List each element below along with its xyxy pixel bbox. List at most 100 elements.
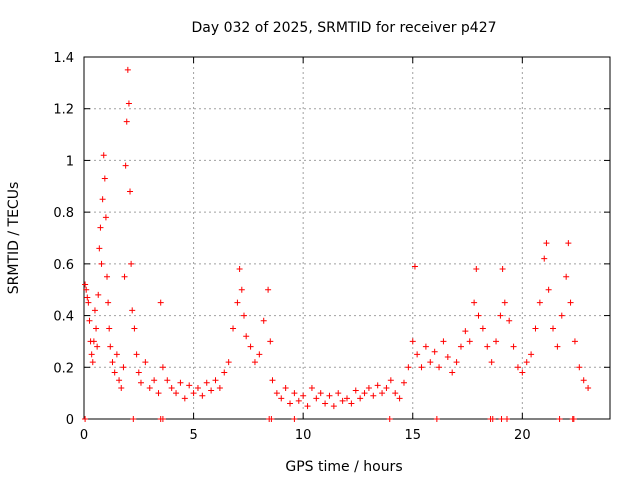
- data-point: [268, 416, 275, 422]
- data-point: [571, 338, 578, 345]
- data-point: [291, 416, 298, 422]
- data-point: [550, 325, 557, 332]
- data-point: [499, 266, 506, 273]
- data-point: [563, 273, 570, 280]
- data-point: [462, 328, 469, 335]
- data-point: [556, 416, 563, 422]
- data-point: [128, 260, 135, 267]
- data-point: [536, 299, 543, 306]
- data-point: [151, 377, 158, 384]
- data-point: [129, 307, 136, 314]
- data-point: [453, 359, 460, 366]
- plot-frame: [83, 56, 611, 420]
- data-point: [405, 364, 412, 371]
- data-point: [519, 369, 526, 376]
- data-point: [365, 384, 372, 391]
- y-tick-label: 0.6: [53, 258, 74, 273]
- x-tick-label: 10: [295, 428, 312, 443]
- data-point: [212, 377, 219, 384]
- data-point: [208, 387, 215, 394]
- data-point: [124, 66, 131, 73]
- data-point: [96, 245, 103, 252]
- data-point: [238, 286, 245, 293]
- data-point: [475, 312, 482, 319]
- data-point: [287, 400, 294, 407]
- data-point: [105, 299, 112, 306]
- data-point: [146, 384, 153, 391]
- data-point: [541, 255, 548, 262]
- y-tick-label: 0.4: [53, 310, 74, 325]
- data-point: [173, 390, 180, 397]
- data-point: [543, 240, 550, 247]
- data-point: [387, 377, 394, 384]
- data-point: [88, 351, 95, 358]
- data-point: [422, 343, 429, 350]
- y-tick-label: 1: [66, 154, 74, 169]
- data-point: [109, 359, 116, 366]
- data-point: [243, 333, 250, 340]
- data-point: [118, 384, 125, 391]
- data-point: [121, 273, 128, 280]
- data-point: [570, 416, 577, 422]
- data-point: [203, 379, 210, 386]
- data-point: [361, 390, 368, 397]
- data-point: [523, 359, 530, 366]
- data-point: [216, 384, 223, 391]
- data-point: [418, 364, 425, 371]
- data-point: [484, 343, 491, 350]
- data-point: [106, 325, 113, 332]
- y-tick-label: 0.2: [53, 361, 74, 376]
- data-point: [431, 348, 438, 355]
- data-point: [177, 379, 184, 386]
- axis-ticks: 0 5 10 15 20 0 0.2 0.4 0.6 0.8 1 1.2 1.4: [53, 51, 610, 443]
- data-point: [159, 416, 166, 422]
- data-point: [181, 395, 188, 402]
- data-point: [93, 325, 100, 332]
- data-point: [99, 196, 106, 203]
- data-point: [194, 384, 201, 391]
- data-point: [267, 338, 274, 345]
- data-point: [498, 416, 505, 422]
- data-point: [190, 390, 197, 397]
- data-point: [89, 359, 96, 366]
- data-point: [585, 384, 592, 391]
- x-axis-label: GPS time / hours: [285, 459, 402, 475]
- data-point: [256, 351, 263, 358]
- data-point: [159, 364, 166, 371]
- data-point: [379, 390, 386, 397]
- data-point: [225, 359, 232, 366]
- data-point: [107, 343, 114, 350]
- y-axis-label: SRMTID / TECUs: [6, 182, 22, 295]
- data-point: [94, 343, 101, 350]
- data-point: [545, 286, 552, 293]
- data-point: [506, 317, 513, 324]
- data-point: [565, 240, 572, 247]
- data-point: [113, 351, 120, 358]
- data-point: [168, 384, 175, 391]
- data-point: [135, 369, 142, 376]
- data-point: [580, 377, 587, 384]
- data-point: [157, 299, 164, 306]
- data-point: [374, 382, 381, 389]
- data-point: [427, 359, 434, 366]
- data-point: [339, 397, 346, 404]
- data-point: [155, 390, 162, 397]
- data-point: [123, 118, 130, 125]
- data-point: [400, 379, 407, 386]
- data-point: [335, 390, 342, 397]
- data-point: [313, 395, 320, 402]
- x-tick-label: 20: [514, 428, 531, 443]
- data-point: [392, 390, 399, 397]
- data-point: [278, 395, 285, 402]
- data-point: [554, 343, 561, 350]
- data-point: [411, 263, 418, 270]
- data-point: [479, 325, 486, 332]
- data-point: [322, 400, 329, 407]
- data-point: [137, 379, 144, 386]
- y-tick-label: 0: [66, 413, 74, 428]
- data-point: [265, 286, 272, 293]
- data-point: [532, 325, 539, 332]
- data-point: [449, 369, 456, 376]
- data-point: [236, 266, 243, 273]
